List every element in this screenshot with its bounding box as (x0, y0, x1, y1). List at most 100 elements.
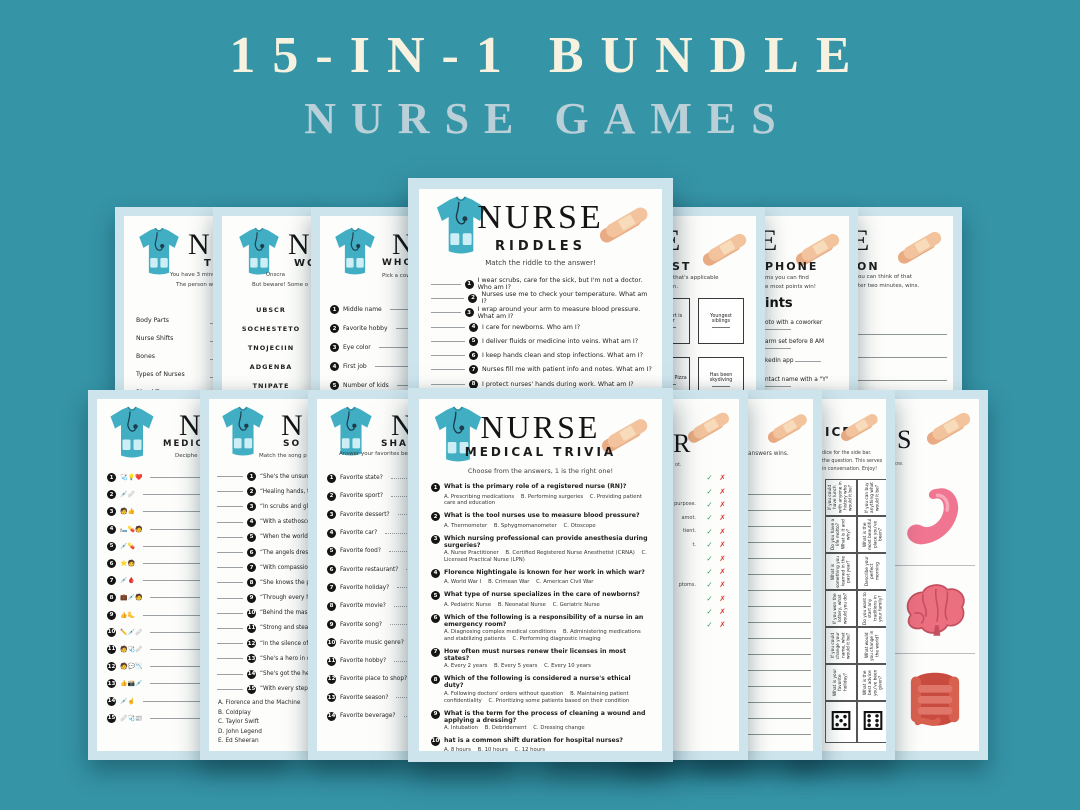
question-number: 5 (431, 591, 440, 601)
scrubs-icon (330, 406, 372, 456)
emoji-clue: 💉☝️ (120, 697, 135, 705)
answer-line (735, 655, 811, 671)
scrubs-icon (239, 227, 279, 275)
lyric-list: 1 “She's the unsung 2 “Healing hands, th… (217, 469, 391, 697)
scrubs-icon (335, 227, 375, 275)
lyric-row: 2 “Healing hands, th (217, 484, 391, 499)
answer-options: A. Intubation B. Debridement C. Dressing… (444, 725, 585, 731)
question-cell-text: If you could have lunch with anyone in h… (828, 481, 854, 514)
card-intro: Match the song p (259, 453, 307, 459)
row-number: 12 (327, 674, 336, 684)
check-icon: ✓ (706, 566, 713, 576)
card-intro: Answer your favorites bel (339, 451, 410, 457)
cross-icon: ✗ (719, 553, 726, 563)
lyric-row: 9 “Through every hea (217, 591, 391, 606)
emoji-clue: 💉🩹 (120, 491, 135, 499)
card-intro: Deciphe (175, 453, 198, 459)
question-cell: If you could change your name, what woul… (825, 627, 857, 664)
question-cell-text: If you could change your name, what woul… (830, 632, 852, 659)
row-number: 1 (107, 473, 116, 483)
riddle-row: 8 I protect nurses' hands during work. W… (431, 377, 652, 391)
lyric-fragment: “She knows the pa (260, 579, 314, 586)
answer-line (431, 383, 465, 385)
row-number: 7 (247, 563, 256, 573)
emoji-clue: 🧑👍 (120, 508, 135, 516)
list-item-label: Nurse Shifts (136, 335, 174, 342)
card-intro: Match the riddle to the answer! (485, 259, 596, 267)
favorite-label: Favorite place to shop? (340, 676, 408, 683)
card-subtitle-fragment: WHO (382, 258, 414, 268)
card-subtitle-fragment: SO (283, 439, 302, 449)
true-false-row: ✓ ✗ (673, 551, 729, 564)
statement-fragment: tient. (682, 528, 696, 535)
lyric-fragment: “The angels dresse (260, 549, 315, 556)
answer-line (858, 358, 947, 381)
answer-options: A. Following doctors' orders without que… (444, 690, 631, 704)
question-cell: What is the best advice you've been give… (857, 664, 886, 701)
emoji-clue: 🧑💬📉 (120, 663, 143, 671)
emoji-clue: 💉💊 (120, 542, 135, 550)
scrambled-word: TNIPATE (252, 382, 290, 390)
lyric-fragment: “With every step, s (260, 686, 315, 693)
answer-options: A. Pediatric Nurse B. Neonatal Nurse C. … (444, 601, 600, 608)
artist-option: D. John Legend (218, 728, 262, 735)
row-number: 1 (327, 473, 336, 483)
card-title-fragment: N (188, 228, 211, 261)
answer-line (217, 612, 243, 614)
emoji-clue: 💉🩸 (120, 577, 135, 585)
row-number: 2 (330, 324, 339, 333)
row-number: 6 (469, 351, 478, 361)
question-cell-text: Do you want to start any traditions in y… (862, 592, 884, 625)
bandaid-icon (687, 412, 729, 443)
scrambled-words: UBSCR SOCHESTETO TNOJECIIN ADGENBA TNIPA… (222, 306, 404, 401)
cross-icon: ✗ (719, 580, 726, 590)
riddle-text: I protect nurses' hands during work. Wha… (482, 380, 634, 388)
answer-line (431, 312, 461, 314)
row-number: 10 (247, 608, 256, 618)
artist-options: A. Florence and the Machine B. Coldplay … (218, 699, 301, 747)
cross-icon: ✗ (719, 593, 726, 603)
lyric-fragment: “In the silence of t (260, 640, 313, 647)
answer-line (217, 658, 243, 660)
cross-icon: ✗ (719, 607, 726, 617)
favorite-label: Favorite dessert? (340, 511, 390, 518)
lyric-row: 11 “Strong and stead (217, 621, 391, 636)
favorite-label: Favorite food? (340, 548, 381, 555)
row-number: 6 (107, 559, 116, 569)
scrubs-icon (436, 196, 486, 254)
card-subtitle-fragment: SHAR (381, 439, 417, 449)
row-number: 10 (327, 638, 336, 648)
card-title: NURSE (480, 409, 601, 445)
lyric-row: 8 “She knows the pa (217, 575, 391, 590)
favorite-label: Favorite holiday? (340, 584, 390, 591)
row-number: 4 (469, 322, 478, 332)
bandaid-icon (926, 412, 971, 445)
cross-icon: ✗ (719, 540, 726, 550)
answer-line (735, 479, 811, 495)
card-subtitle-fragment: WO (294, 258, 318, 269)
question-cell: What is something you learned in the pas… (825, 553, 857, 590)
answer-line (858, 312, 947, 335)
emoji-clue: 🛏️💊🧑 (120, 525, 143, 533)
row-number: 15 (247, 684, 256, 694)
cross-icon: ✗ (719, 526, 726, 536)
dice-row: ⚄ ⚅ (825, 701, 886, 743)
question-cell-text: Describe your perfect morning (865, 556, 881, 587)
lyric-fragment: “Healing hands, th (260, 488, 313, 495)
row-number: 4 (107, 524, 116, 534)
answer-line (431, 283, 461, 285)
question-cell: What is the most beautiful place you've … (857, 516, 886, 553)
question-number: 9 (431, 709, 440, 719)
cross-icon: ✗ (719, 620, 726, 630)
lyric-row: 3 “In scrubs and glov (217, 499, 391, 514)
lyric-row: 4 “With a stethoscop (217, 515, 391, 530)
answer-line (795, 361, 822, 362)
true-false-row: tient. ✓ ✗ (673, 525, 729, 538)
lyric-row: 12 “In the silence of t (217, 636, 391, 651)
row-number: 5 (247, 532, 256, 542)
cross-icon: ✗ (719, 486, 726, 496)
lyric-row: 7 “With compassion (217, 560, 391, 575)
row-number: 1 (464, 279, 474, 289)
banner-title: 15-IN-1 BUNDLE (229, 27, 868, 84)
card-title-fragment: S (897, 425, 913, 454)
